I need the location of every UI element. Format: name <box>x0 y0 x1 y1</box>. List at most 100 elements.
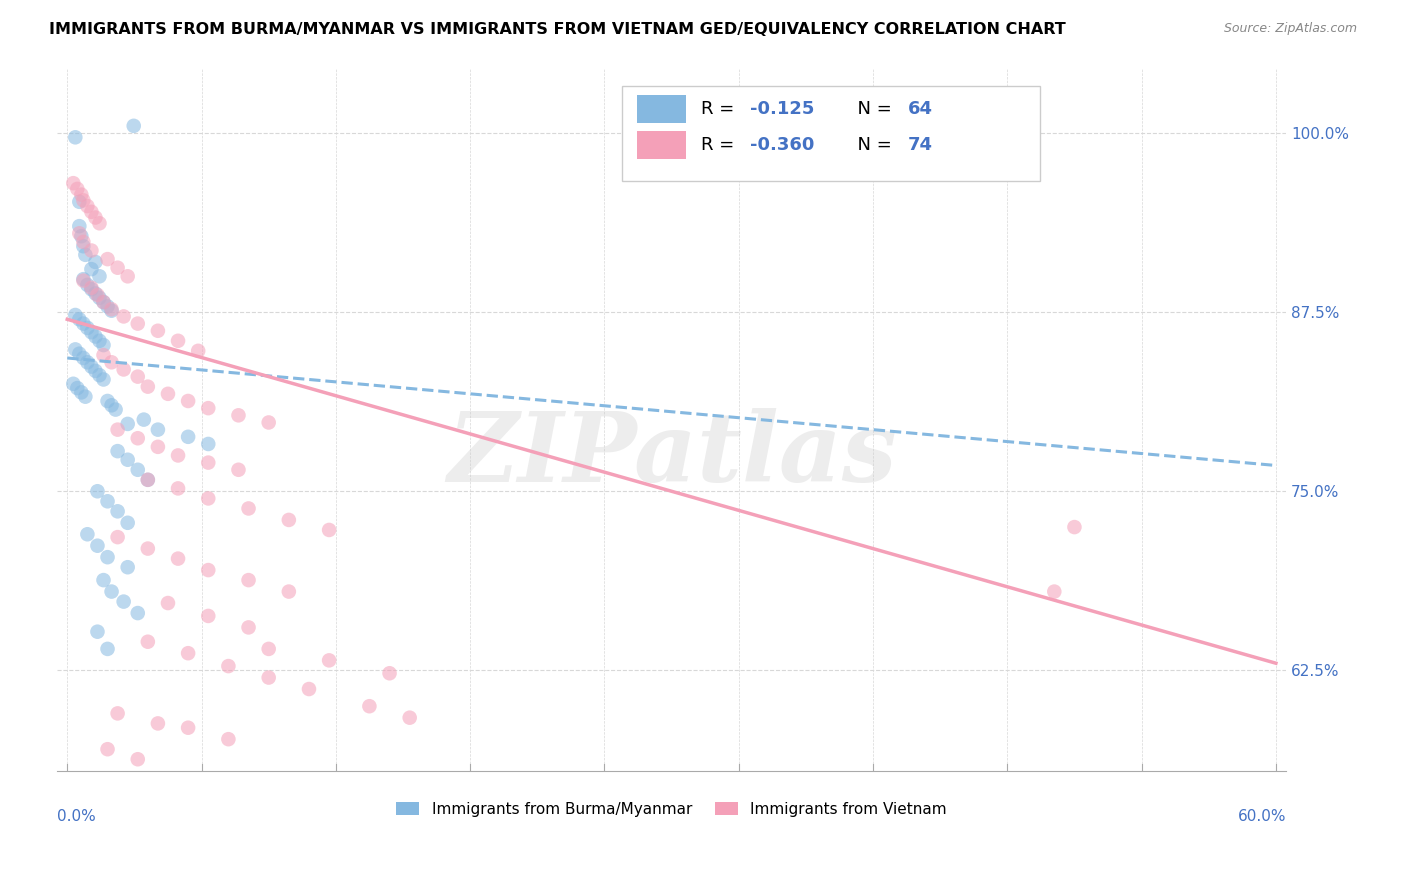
Point <box>84 329 107 343</box>
Point <box>72 235 94 249</box>
Point <box>107 530 129 544</box>
Text: R =: R = <box>702 136 740 154</box>
Point <box>66 381 89 395</box>
Point <box>156 386 179 401</box>
Point <box>359 699 381 714</box>
Point <box>217 659 239 673</box>
Text: 74: 74 <box>907 136 932 154</box>
Point <box>127 463 149 477</box>
Point <box>70 187 93 202</box>
Point <box>96 300 118 314</box>
Point <box>228 409 250 423</box>
Point <box>197 456 219 470</box>
Point <box>67 194 90 209</box>
Point <box>62 176 84 190</box>
Point <box>62 376 84 391</box>
Point <box>127 752 149 766</box>
Point <box>89 269 111 284</box>
Point <box>378 666 401 681</box>
Point <box>67 312 90 326</box>
Point <box>89 368 111 383</box>
Point <box>72 351 94 365</box>
Point <box>257 416 280 430</box>
Text: N =: N = <box>846 136 897 154</box>
Point <box>107 706 129 721</box>
Point <box>136 541 159 556</box>
Point <box>122 119 145 133</box>
Point <box>1043 584 1066 599</box>
Text: 0.0%: 0.0% <box>58 809 96 824</box>
Point <box>96 494 118 508</box>
Point <box>93 295 115 310</box>
Point <box>117 269 139 284</box>
Point <box>96 550 118 565</box>
Point <box>89 291 111 305</box>
Point <box>107 504 129 518</box>
Point <box>100 355 122 369</box>
Point <box>197 609 219 624</box>
Point <box>72 239 94 253</box>
Point <box>65 308 87 322</box>
Legend: Immigrants from Burma/Myanmar, Immigrants from Vietnam: Immigrants from Burma/Myanmar, Immigrant… <box>391 796 953 822</box>
Point <box>89 334 111 348</box>
Point <box>167 449 190 463</box>
Point <box>76 355 98 369</box>
FancyBboxPatch shape <box>623 86 1040 181</box>
Point <box>80 244 103 258</box>
Text: -0.125: -0.125 <box>751 100 814 118</box>
Point <box>167 482 190 496</box>
Point <box>100 398 122 412</box>
Point <box>238 501 260 516</box>
Point <box>132 412 155 426</box>
Text: R =: R = <box>702 100 740 118</box>
Point <box>84 364 107 378</box>
Point <box>86 288 108 302</box>
Point <box>76 277 98 292</box>
Point <box>117 417 139 431</box>
Point <box>96 641 118 656</box>
Point <box>75 390 97 404</box>
Point <box>72 274 94 288</box>
Point <box>167 551 190 566</box>
Point <box>197 491 219 506</box>
Point <box>177 430 200 444</box>
Bar <box>637 95 686 122</box>
Point <box>96 742 118 756</box>
Point <box>146 324 169 338</box>
Point <box>112 362 135 376</box>
Text: N =: N = <box>846 100 897 118</box>
Point <box>66 182 89 196</box>
Point <box>177 394 200 409</box>
Point <box>65 130 87 145</box>
Point <box>86 484 108 499</box>
Point <box>96 394 118 409</box>
Point <box>136 473 159 487</box>
Point <box>76 199 98 213</box>
Point <box>238 620 260 634</box>
Point <box>93 295 115 310</box>
Point <box>67 219 90 234</box>
Point <box>93 372 115 386</box>
Point <box>117 516 139 530</box>
Point <box>104 402 127 417</box>
Point <box>80 325 103 339</box>
Point <box>80 359 103 374</box>
Point <box>136 473 159 487</box>
Point <box>197 563 219 577</box>
Point <box>75 248 97 262</box>
Point <box>86 624 108 639</box>
Point <box>70 229 93 244</box>
Point <box>80 282 103 296</box>
Point <box>80 281 103 295</box>
Point <box>72 194 94 208</box>
Point <box>100 303 122 318</box>
Point <box>238 573 260 587</box>
Point <box>76 321 98 335</box>
Text: IMMIGRANTS FROM BURMA/MYANMAR VS IMMIGRANTS FROM VIETNAM GED/EQUIVALENCY CORRELA: IMMIGRANTS FROM BURMA/MYANMAR VS IMMIGRA… <box>49 22 1066 37</box>
Point <box>117 452 139 467</box>
Point <box>76 527 98 541</box>
Point <box>93 348 115 362</box>
Point <box>156 596 179 610</box>
Point <box>197 401 219 416</box>
Point <box>65 343 87 357</box>
